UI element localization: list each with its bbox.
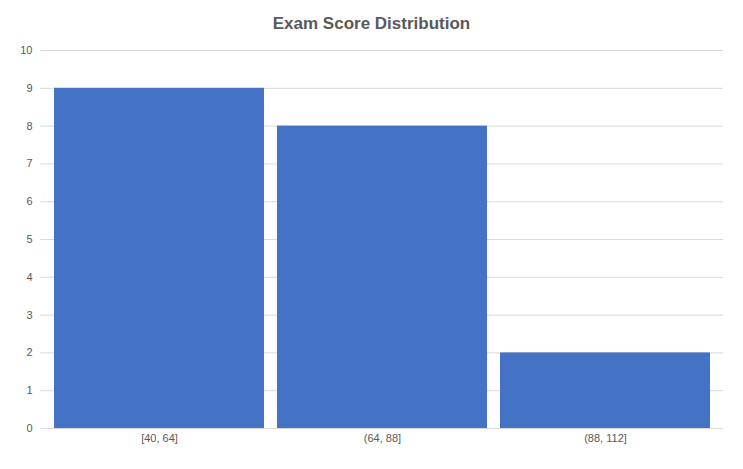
svg-text:(88, 112]: (88, 112] xyxy=(584,432,627,444)
html-text:Exam Score Distribution: Exam Score Distribution xyxy=(272,14,471,33)
svg-text:10: 10 xyxy=(20,44,32,56)
svg-text:6: 6 xyxy=(26,195,32,207)
svg-text:9: 9 xyxy=(26,82,32,94)
svg-text:[40, 64]: [40, 64] xyxy=(141,432,178,444)
svg-text:7: 7 xyxy=(26,157,32,169)
svg-text:3: 3 xyxy=(26,309,32,321)
svg-text:4: 4 xyxy=(26,271,32,283)
svg-text:(64, 88]: (64, 88] xyxy=(364,432,401,444)
svg-text:2: 2 xyxy=(26,346,32,358)
svg-text:5: 5 xyxy=(26,233,32,245)
svg-text:1: 1 xyxy=(26,384,32,396)
svg-text:8: 8 xyxy=(26,120,32,132)
svg-text:0: 0 xyxy=(26,422,32,434)
